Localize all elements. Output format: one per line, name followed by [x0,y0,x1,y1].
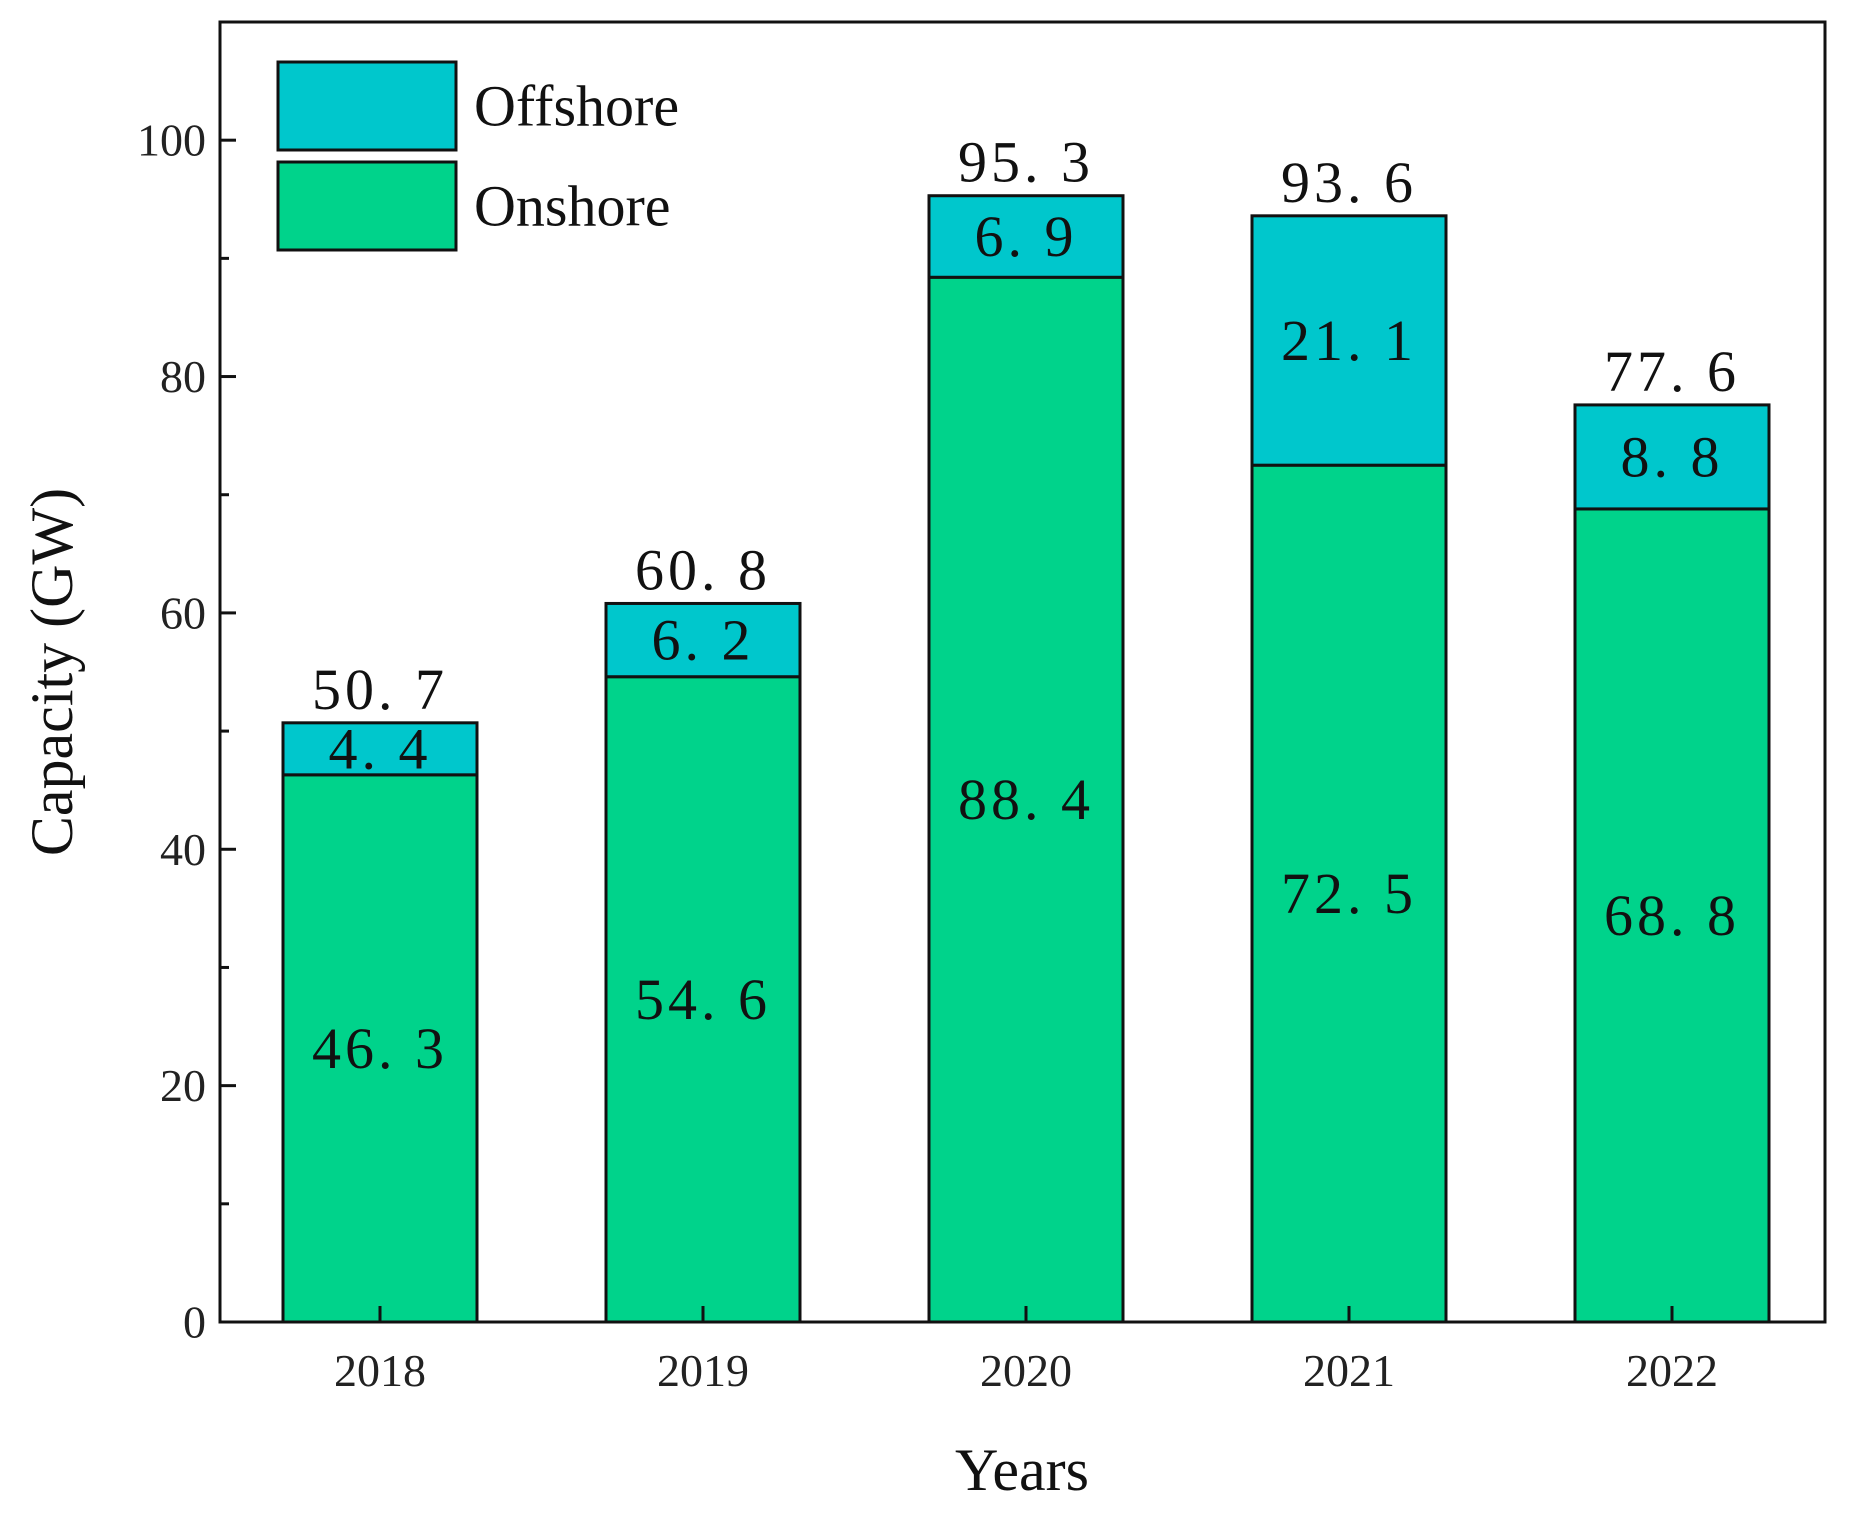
bar-offshore-2021 [1250,214,1448,467]
label-offshore-2021: 21. 1 [1281,308,1417,373]
y-tick-label-100: 100 [137,115,206,166]
label-offshore-2019: 6. 2 [652,608,755,673]
y-tick-label-0: 0 [183,1297,206,1348]
label-total-2019: 60. 8 [635,537,771,602]
label-onshore-2021: 72. 5 [1281,861,1417,926]
y-axis-title: Capacity (GW) [19,488,85,856]
label-total-2018: 50. 7 [312,657,448,722]
y-tick-label-20: 20 [160,1060,206,1111]
bar-offshore-2018 [281,721,479,777]
bar-onshore-2022 [1573,507,1771,1324]
label-total-2022: 77. 6 [1604,339,1740,404]
x-tick-label-2018: 2018 [334,1345,426,1396]
y-axis: 0 20 40 60 80 100 [137,115,236,1348]
x-tick-label-2020: 2020 [980,1345,1072,1396]
bar-onshore-2018 [281,773,479,1324]
bar-offshore-2020 [927,194,1125,279]
legend-swatch-offshore [276,60,458,152]
label-total-2020: 95. 3 [958,130,1094,195]
x-axis-title: Years [955,1437,1089,1503]
x-axis: 2018 2019 2020 2021 2022 [334,1306,1718,1396]
bar-offshore-2019 [604,601,802,679]
x-tick-label-2022: 2022 [1626,1345,1718,1396]
y-tick-label-60: 60 [160,587,206,638]
legend-label-onshore: Onshore [474,174,671,239]
legend: Offshore Onshore [276,60,679,252]
legend-swatch-onshore [276,160,458,252]
bars-group [281,194,1771,1324]
label-onshore-2022: 68. 8 [1604,883,1740,948]
label-onshore-2018: 46. 3 [312,1016,448,1081]
y-tick-label-40: 40 [160,824,206,875]
label-offshore-2022: 8. 8 [1621,424,1724,489]
bar-offshore-2022 [1573,403,1771,511]
x-tick-label-2021: 2021 [1303,1345,1395,1396]
label-total-2021: 93. 6 [1281,150,1417,215]
y-tick-label-80: 80 [160,351,206,402]
value-labels-group: 46. 3 54. 6 88. 4 72. 5 68. 8 4. 4 6. 2 6. 9 21.… [312,130,1740,1081]
label-onshore-2019: 54. 6 [635,967,771,1032]
bar-onshore-2021 [1250,463,1448,1324]
label-offshore-2020: 6. 9 [975,204,1078,269]
label-onshore-2020: 88. 4 [958,767,1094,832]
label-offshore-2018: 4. 4 [329,716,432,781]
bar-onshore-2019 [604,675,802,1324]
x-tick-label-2019: 2019 [657,1345,749,1396]
plot-frame [218,20,1827,1324]
legend-label-offshore: Offshore [474,74,679,139]
